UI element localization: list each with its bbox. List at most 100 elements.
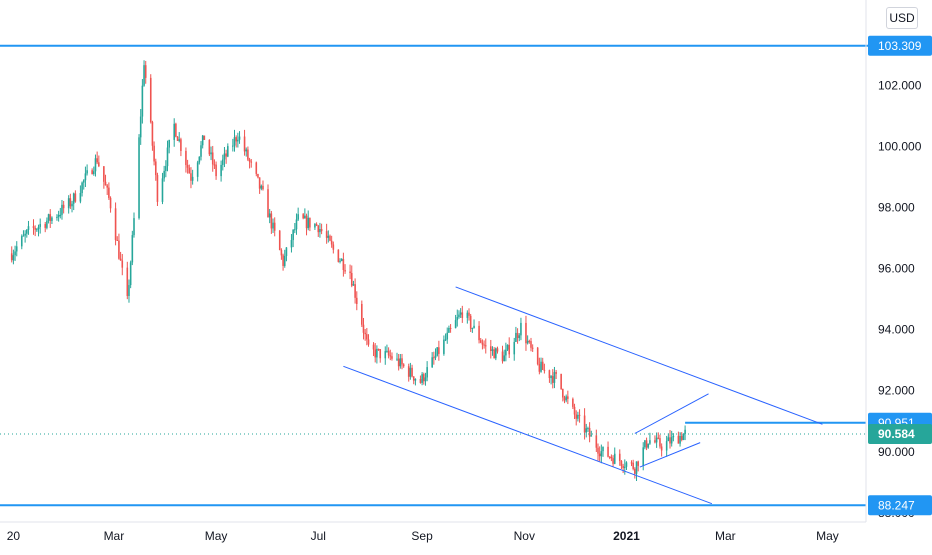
candle-body	[505, 349, 507, 356]
candle-body	[56, 216, 58, 218]
trendline-wedge-lower[interactable]	[639, 442, 701, 468]
candle-body	[104, 181, 107, 186]
time-tick-label: 20	[7, 529, 21, 543]
candle-body	[294, 229, 296, 231]
candle-body	[36, 229, 38, 231]
candle-body	[680, 435, 683, 440]
candle-body	[24, 233, 26, 236]
candle-body	[185, 150, 187, 166]
candle-body	[525, 322, 527, 344]
candle-body	[139, 116, 142, 138]
candle-body	[329, 235, 331, 241]
candle-body	[173, 123, 176, 140]
candle-body	[178, 139, 181, 141]
time-tick-label: Mar	[104, 529, 125, 543]
last-price-label: 90.584	[878, 427, 915, 441]
candle-body	[647, 443, 650, 448]
candle-body	[555, 372, 557, 374]
candle-body	[227, 146, 229, 157]
price-axis[interactable]: 102.000 100.000 98.000 96.000 94.000 92.000 90…	[865, 0, 922, 522]
candle-body	[421, 374, 423, 383]
price-tick-label: 98.000	[878, 201, 915, 215]
candle-body	[409, 367, 412, 377]
candle-body	[444, 339, 447, 341]
level-badge-label: 88.247	[878, 498, 915, 512]
candle-body	[257, 173, 259, 178]
candle-body	[340, 259, 343, 261]
candle-body	[367, 339, 370, 345]
candle-body	[466, 312, 469, 318]
currency-label[interactable]: USD	[886, 7, 918, 29]
candle-body	[577, 414, 579, 419]
candle-body	[515, 332, 517, 342]
candle-body	[282, 255, 284, 266]
candle-body	[655, 437, 658, 443]
candle-body	[109, 197, 112, 209]
candle-body	[434, 355, 437, 358]
candle-body	[550, 376, 552, 379]
candle-body	[677, 435, 680, 444]
candle-body	[255, 162, 258, 174]
time-tick-label: Mar	[715, 529, 736, 543]
price-tick-label: 94.000	[878, 323, 915, 337]
candle-body	[302, 214, 304, 219]
candle-body	[471, 327, 474, 329]
candle-body	[72, 193, 75, 204]
candle-body	[223, 153, 226, 160]
candle-body	[84, 173, 87, 181]
candle-body	[513, 341, 516, 355]
time-tick-label: May	[816, 529, 839, 543]
candle-body	[495, 348, 497, 359]
candle-body	[414, 378, 417, 381]
candle-body	[644, 440, 646, 448]
candle-body	[290, 240, 293, 248]
candle-body	[203, 135, 206, 140]
candle-body	[15, 246, 18, 252]
candle-body	[572, 398, 574, 407]
trendline-channel-lower[interactable]	[343, 365, 713, 505]
candle-body	[330, 240, 333, 245]
candle-body	[660, 446, 663, 451]
candle-body	[126, 267, 129, 296]
candle-body	[531, 347, 534, 349]
candle-body	[459, 312, 462, 315]
candle-body	[401, 358, 403, 365]
candle-body	[180, 139, 182, 151]
candle-body	[461, 312, 464, 318]
candle-body	[94, 158, 97, 172]
candle-body	[396, 358, 398, 360]
candle-body	[191, 176, 194, 181]
candle-body	[448, 327, 450, 333]
plot-area[interactable]	[10, 60, 686, 482]
candle-body	[20, 236, 23, 247]
candle-body	[590, 435, 593, 437]
time-axis[interactable]: 20 Mar May Jul Sep Nov 2021 Mar May	[0, 521, 866, 543]
candle-body	[118, 240, 120, 259]
candle-body	[454, 320, 457, 329]
candle-body	[304, 215, 306, 219]
trendline-wedge-upper[interactable]	[634, 393, 709, 434]
candle-body	[267, 189, 269, 218]
candle-body	[578, 414, 581, 416]
candle-body	[567, 396, 569, 399]
candle-body	[391, 356, 393, 359]
candle-body	[46, 220, 48, 228]
candle-body	[39, 224, 42, 227]
candle-body	[354, 284, 356, 298]
candle-body	[407, 366, 410, 377]
candle-body	[175, 123, 177, 137]
candle-body	[496, 348, 499, 352]
candle-body	[138, 137, 140, 219]
candle-body	[587, 428, 589, 430]
candle-body	[573, 406, 576, 415]
candle-body	[153, 145, 155, 162]
candle-body	[389, 355, 392, 357]
candle-body	[501, 351, 504, 362]
trendline-channel-upper[interactable]	[455, 286, 823, 425]
candle-body	[645, 440, 648, 448]
candle-body	[610, 456, 613, 459]
candle-body	[168, 139, 170, 148]
candle-body	[516, 332, 519, 339]
candle-body	[26, 229, 28, 234]
